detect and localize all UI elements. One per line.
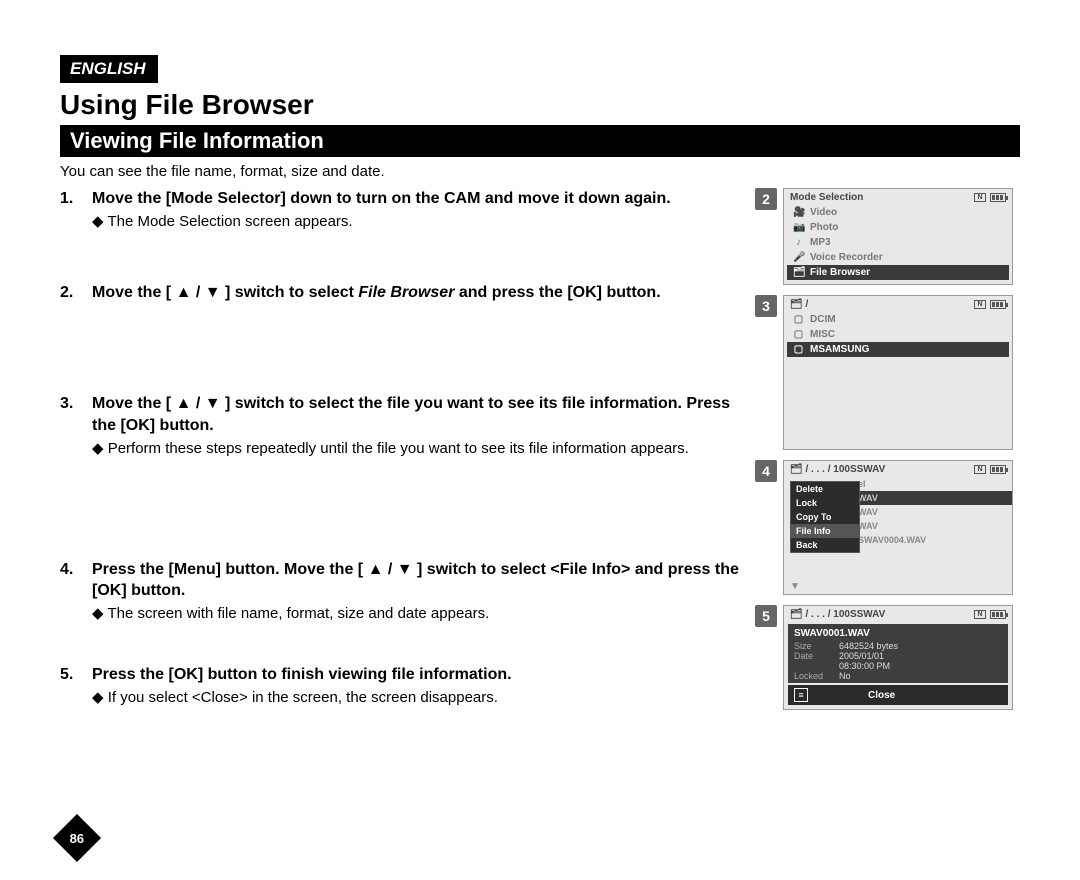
- info-value: No: [839, 671, 851, 681]
- folder-label: DCIM: [810, 314, 836, 325]
- file-entry: WAV: [854, 519, 1012, 533]
- document-icon: ≡: [794, 688, 808, 702]
- mode-icon: 🎤: [793, 252, 804, 263]
- file-name: SWAV0001.WAV: [794, 628, 1002, 639]
- context-menu-panel: 🗂 / . . . / 100SSWAV N DeleteLockCopy To…: [783, 460, 1013, 595]
- breadcrumb: 🗂 / . . . / 100SSWAV: [790, 609, 885, 620]
- step-bold-post: and press the [OK] button.: [454, 284, 660, 301]
- mode-label: Video: [810, 207, 837, 218]
- file-entry: WAV: [854, 491, 1012, 505]
- mode-label: Photo: [810, 222, 838, 233]
- mode-item[interactable]: ♪ MP3: [787, 235, 1009, 250]
- context-menu[interactable]: DeleteLockCopy ToFile InfoBack: [790, 481, 860, 553]
- context-menu-item[interactable]: Lock: [791, 496, 859, 510]
- steps-column: 1. Move the [Mode Selector] down to turn…: [60, 188, 755, 758]
- language-badge: ENGLISH: [60, 55, 158, 83]
- info-value: 08:30:00 PM: [839, 661, 890, 671]
- info-key: Date: [794, 651, 839, 661]
- panel-number: 3: [755, 295, 777, 317]
- close-label: Close: [868, 690, 895, 701]
- mode-item[interactable]: 📷 Photo: [787, 220, 1009, 235]
- panel-number: 2: [755, 188, 777, 210]
- context-menu-item[interactable]: Back: [791, 538, 859, 552]
- folder-item[interactable]: ▢ DCIM: [787, 312, 1009, 327]
- folder-icon: ▢: [793, 344, 804, 355]
- step-sub: The Mode Selection screen appears.: [92, 212, 671, 232]
- step-number: 1.: [60, 188, 92, 232]
- intro-text: You can see the file name, format, size …: [60, 163, 1020, 180]
- step-sub: If you select <Close> in the screen, the…: [92, 688, 512, 708]
- step-bold-pre: Move the [ ▲ / ▼ ] switch to select: [92, 284, 358, 301]
- breadcrumb: 🗂 /: [790, 299, 808, 310]
- page-number-badge: 86: [53, 814, 101, 862]
- step-number: 3.: [60, 393, 92, 458]
- mode-icon: 📷: [793, 222, 804, 233]
- status-icons: N: [974, 300, 1006, 309]
- file-entry: WAV: [854, 505, 1012, 519]
- step-2: 2. Move the [ ▲ / ▼ ] switch to select F…: [60, 282, 749, 304]
- mode-item[interactable]: 🎥 Video: [787, 205, 1009, 220]
- scroll-arrow-icon: ▼: [784, 581, 800, 592]
- info-key: Size: [794, 641, 839, 651]
- step-1: 1. Move the [Mode Selector] down to turn…: [60, 188, 749, 232]
- info-value: 6482524 bytes: [839, 641, 898, 651]
- breadcrumb: 🗂 / . . . / 100SSWAV: [790, 464, 885, 475]
- step-3: 3. Move the [ ▲ / ▼ ] switch to select t…: [60, 393, 749, 458]
- mode-item[interactable]: 🎤 Voice Recorder: [787, 250, 1009, 265]
- step-number: 5.: [60, 664, 92, 708]
- context-menu-item[interactable]: Copy To: [791, 510, 859, 524]
- file-info-box: SWAV0001.WAV Size6482524 bytes Date2005/…: [788, 624, 1008, 683]
- info-value: 2005/01/01: [839, 651, 884, 661]
- panel-number: 4: [755, 460, 777, 482]
- folder-item[interactable]: ▢ MSAMSUNG: [787, 342, 1009, 357]
- panel-title: Mode Selection: [790, 192, 863, 203]
- mode-icon: ♪: [793, 237, 804, 248]
- status-icons: N: [974, 193, 1006, 202]
- mode-label: File Browser: [810, 267, 870, 278]
- folder-label: MSAMSUNG: [810, 344, 869, 355]
- mode-icon: 🗂: [793, 267, 804, 278]
- folder-icon: ▢: [793, 314, 804, 325]
- step-4: 4. Press the [Menu] button. Move the [ ▲…: [60, 559, 749, 624]
- context-menu-item[interactable]: File Info: [791, 524, 859, 538]
- file-entry: SWAV0004.WAV: [854, 533, 1012, 547]
- page-title: Using File Browser: [60, 89, 1020, 121]
- step-sub: Perform these steps repeatedly until the…: [92, 439, 749, 459]
- file-info-panel: 🗂 / . . . / 100SSWAV N SWAV0001.WAV Size…: [783, 605, 1013, 710]
- folder-label: MISC: [810, 329, 835, 340]
- context-menu-item[interactable]: Delete: [791, 482, 859, 496]
- section-title: Viewing File Information: [60, 125, 1020, 157]
- step-bold: Press the [Menu] button. Move the [ ▲ / …: [92, 561, 739, 600]
- folder-icon: ▢: [793, 329, 804, 340]
- folder-panel: 🗂 / N ▢ DCIM ▢ MISC ▢ MSAMSUNG: [783, 295, 1013, 450]
- step-bold: Press the [OK] button to finish viewing …: [92, 666, 512, 683]
- step-italic: File Browser: [358, 284, 454, 301]
- file-entry: el: [854, 477, 1012, 491]
- step-bold: Move the [Mode Selector] down to turn on…: [92, 190, 671, 207]
- status-icons: N: [974, 610, 1006, 619]
- mode-item[interactable]: 🗂 File Browser: [787, 265, 1009, 280]
- mode-selection-panel: Mode Selection N 🎥 Video 📷 Photo ♪ MP3 🎤 Voice …: [783, 188, 1013, 285]
- device-panels: 2 Mode Selection N 🎥 Video 📷 Photo ♪ MP3 🎤 Voic…: [755, 188, 1020, 758]
- status-icons: N: [974, 465, 1006, 474]
- step-5: 5. Press the [OK] button to finish viewi…: [60, 664, 749, 708]
- mode-label: MP3: [810, 237, 831, 248]
- step-number: 2.: [60, 282, 92, 304]
- file-list-behind: elWAVWAVWAVSWAV0004.WAV: [854, 477, 1012, 547]
- mode-icon: 🎥: [793, 207, 804, 218]
- step-bold: Move the [ ▲ / ▼ ] switch to select the …: [92, 395, 730, 434]
- info-key: Locked: [794, 671, 839, 681]
- close-bar[interactable]: ≡ Close: [788, 685, 1008, 705]
- step-number: 4.: [60, 559, 92, 624]
- folder-item[interactable]: ▢ MISC: [787, 327, 1009, 342]
- panel-number: 5: [755, 605, 777, 627]
- step-sub: The screen with file name, format, size …: [92, 604, 749, 624]
- mode-label: Voice Recorder: [810, 252, 883, 263]
